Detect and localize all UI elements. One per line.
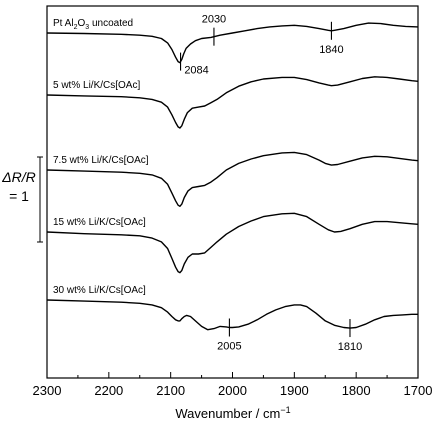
spectrum-line-0 [46,22,419,64]
x-axis: 2300 2200 2100 2000 1900 1800 1700 [33,372,433,398]
trace-label-2: 7.5 wt% Li/K/Cs[OAc] [53,155,149,166]
x-tick-label: 1900 [280,383,309,398]
peak-label-1810: 1810 [338,341,362,353]
x-tick-label: 1800 [342,383,371,398]
peak-label-1840: 1840 [319,44,343,56]
trace-label-4: 30 wt% Li/K/Cs[OAc] [53,285,146,296]
peak-annotations: 2084 2030 1840 2005 1810 [180,14,362,353]
x-axis-title-main: Wavenumber / cm [175,406,280,421]
scale-bar-bottom-label: = 1 [9,188,29,204]
trace-labels: Pt Al2O3 uncoated 5 wt% Li/K/Cs[OAc] 7.5 w… [53,18,149,296]
trace-label-part: Pt Al [53,18,74,29]
x-tick-label: 2300 [33,383,62,398]
peak-label-2084: 2084 [184,65,208,77]
x-tick-label: 2100 [156,383,185,398]
trace-label-3: 15 wt% Li/K/Cs[OAc] [53,217,146,228]
spectrum-line-3 [46,212,419,274]
scale-bar: ΔR/R = 1 [1,156,43,243]
spectrum-line-4 [46,299,418,331]
x-axis-title-unit-exponent: −1 [280,405,290,415]
x-tick-label: 2200 [94,383,123,398]
trace-label-part: uncoated [89,18,133,29]
spectrum-line-1 [46,76,419,129]
x-tick-label: 1700 [404,383,433,398]
trace-label-0: Pt Al2O3 uncoated [53,18,133,31]
spectrum-line-2 [46,151,419,208]
plot-frame [46,5,419,379]
x-tick-label: 2000 [218,383,247,398]
trace-label-1: 5 wt% Li/K/Cs[OAc] [53,80,140,91]
trace-label-part: 2 [74,24,78,31]
trace-label-part: O [77,18,85,29]
trace-label-part: 3 [85,24,89,31]
peak-label-2030: 2030 [202,14,226,26]
scale-bar-top-label: ΔR/R [1,169,36,185]
x-axis-title: Wavenumber / cm−1 [175,405,290,421]
peak-label-2005: 2005 [217,341,241,353]
spectra-traces [46,22,419,331]
